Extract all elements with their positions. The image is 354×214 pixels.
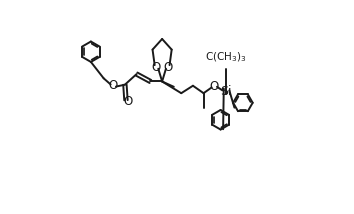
Text: O: O	[151, 61, 160, 74]
Text: C(CH$_3$)$_3$: C(CH$_3$)$_3$	[205, 50, 247, 64]
Text: O: O	[123, 95, 132, 108]
Text: O: O	[109, 79, 118, 92]
Text: Si: Si	[220, 85, 232, 98]
Text: O: O	[210, 80, 219, 93]
Text: O: O	[164, 61, 173, 74]
